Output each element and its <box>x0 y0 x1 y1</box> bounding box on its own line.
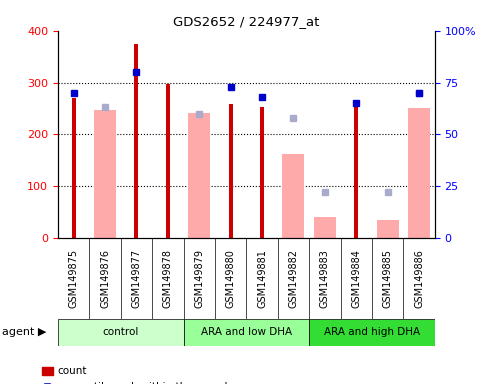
Bar <box>94 109 116 238</box>
Bar <box>377 220 398 238</box>
Text: GSM149880: GSM149880 <box>226 249 236 308</box>
Bar <box>134 44 139 238</box>
Bar <box>354 104 358 238</box>
Text: control: control <box>102 327 139 337</box>
Bar <box>228 104 233 238</box>
Bar <box>58 319 184 346</box>
Bar <box>408 108 430 238</box>
Text: ARA and low DHA: ARA and low DHA <box>201 327 292 337</box>
Text: ARA and high DHA: ARA and high DHA <box>324 327 420 337</box>
Text: GSM149884: GSM149884 <box>351 249 361 308</box>
Bar <box>309 319 435 346</box>
Bar <box>184 319 309 346</box>
Text: GSM149886: GSM149886 <box>414 249 424 308</box>
Bar <box>166 84 170 238</box>
Bar <box>260 108 264 238</box>
Text: GSM149882: GSM149882 <box>288 249 298 308</box>
Bar <box>71 98 76 238</box>
Bar <box>283 154 304 238</box>
Text: GSM149885: GSM149885 <box>383 249 393 308</box>
Title: GDS2652 / 224977_at: GDS2652 / 224977_at <box>173 15 320 28</box>
Text: agent ▶: agent ▶ <box>2 327 47 337</box>
Text: GSM149879: GSM149879 <box>194 249 204 308</box>
Text: GSM149875: GSM149875 <box>69 249 79 308</box>
Text: GSM149877: GSM149877 <box>131 249 142 308</box>
Text: GSM149878: GSM149878 <box>163 249 173 308</box>
Text: GSM149881: GSM149881 <box>257 249 267 308</box>
Bar <box>314 217 336 238</box>
Bar <box>188 113 210 238</box>
Text: GSM149883: GSM149883 <box>320 249 330 308</box>
Legend: count, percentile rank within the sample, value, Detection Call = ABSENT, rank, : count, percentile rank within the sample… <box>38 362 238 384</box>
Text: GSM149876: GSM149876 <box>100 249 110 308</box>
